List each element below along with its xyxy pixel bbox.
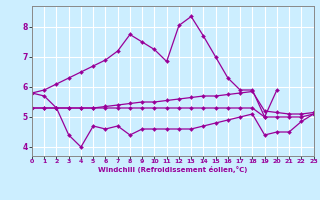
X-axis label: Windchill (Refroidissement éolien,°C): Windchill (Refroidissement éolien,°C): [98, 166, 247, 173]
